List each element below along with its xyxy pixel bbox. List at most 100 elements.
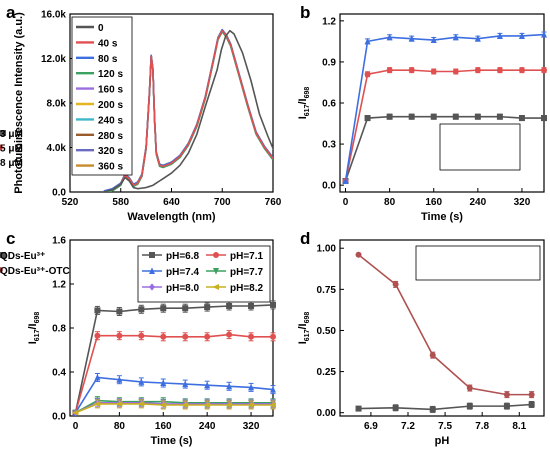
y-axis-label: Photoluminescence Intensity (a.u.) bbox=[13, 12, 25, 194]
series-2 bbox=[342, 30, 547, 185]
data-point bbox=[386, 113, 393, 120]
data-point bbox=[270, 386, 276, 393]
x-axis-label: pH bbox=[435, 435, 450, 447]
legend-entry: pH=7.4 bbox=[166, 267, 200, 278]
data-point bbox=[182, 305, 189, 312]
x-tick-label: 0 bbox=[73, 421, 79, 432]
data-point bbox=[528, 391, 535, 398]
data-point bbox=[226, 303, 233, 309]
series-0 bbox=[355, 400, 535, 413]
data-point bbox=[466, 403, 473, 410]
x-tick-label: 160 bbox=[155, 421, 172, 432]
data-point bbox=[94, 332, 101, 339]
legend-entry: 200 s bbox=[98, 100, 123, 111]
y-tick-label: 0.25 bbox=[317, 367, 337, 378]
legend-marker bbox=[213, 252, 219, 258]
data-point bbox=[452, 33, 459, 41]
data-point bbox=[137, 400, 145, 407]
data-point bbox=[518, 115, 525, 122]
data-point bbox=[430, 36, 437, 44]
data-point bbox=[204, 381, 211, 389]
legend-entry: pH=8.0 bbox=[166, 283, 200, 294]
series-line bbox=[344, 69, 544, 182]
spectra bbox=[103, 28, 273, 192]
data-point bbox=[116, 376, 123, 383]
legend-marker bbox=[149, 283, 155, 291]
series-1 bbox=[355, 251, 535, 399]
data-point bbox=[430, 113, 437, 120]
x-tick-label: 160 bbox=[425, 197, 442, 208]
data-point bbox=[71, 409, 79, 416]
data-point bbox=[429, 406, 436, 413]
data-point bbox=[269, 402, 276, 408]
y-tick-label: 4.0k bbox=[47, 143, 67, 154]
legend-box bbox=[415, 245, 541, 281]
series-1 bbox=[342, 67, 547, 185]
y-axis-label: I617/I698 bbox=[297, 312, 311, 345]
y-tick-label: 0.8 bbox=[52, 324, 66, 335]
legend-entry: 320 s bbox=[98, 146, 123, 157]
legend-entry: 120 s bbox=[98, 69, 123, 80]
legend-box bbox=[439, 123, 521, 171]
data-point bbox=[270, 333, 276, 340]
panel-a: 520 580 640 700 760 0.0 4.0k 8.0k 12.0k 16.0k Wave… bbox=[13, 10, 282, 224]
x-tick-label: 760 bbox=[265, 197, 282, 208]
series-line bbox=[74, 333, 273, 413]
panel-label-d: d bbox=[300, 229, 310, 248]
series-line bbox=[358, 403, 532, 411]
y-axis-label: I617/I698 bbox=[27, 312, 41, 345]
data-point bbox=[247, 402, 255, 408]
x-tick-label: 80 bbox=[384, 197, 396, 208]
data-point bbox=[248, 303, 255, 309]
legend-entry: 5 μM bbox=[0, 144, 23, 155]
x-tick-label: 8.1 bbox=[512, 421, 526, 432]
series-line bbox=[103, 29, 273, 192]
y-tick-label: 1.2 bbox=[322, 16, 336, 27]
series-line bbox=[75, 399, 273, 414]
series-line bbox=[358, 254, 532, 396]
data-point bbox=[181, 402, 189, 408]
data-point bbox=[408, 113, 415, 120]
x-tick-label: 240 bbox=[469, 197, 486, 208]
legend-entry: 3 μM bbox=[0, 129, 23, 140]
data-point bbox=[204, 333, 211, 340]
data-point bbox=[408, 67, 415, 74]
data-point bbox=[496, 113, 503, 120]
data-point bbox=[226, 382, 233, 390]
data-point bbox=[528, 401, 535, 408]
legend: QDs-Eu³⁺ QDs-Eu³⁺-OTC bbox=[0, 245, 541, 281]
y-tick-label: 0.75 bbox=[317, 285, 337, 296]
legend-entry: 240 s bbox=[98, 115, 123, 126]
data-point bbox=[392, 281, 399, 288]
y-axis-label: I617/I698 bbox=[297, 87, 311, 120]
y-tick-label: 12.0k bbox=[41, 54, 66, 65]
legend: pH=6.8 pH=7.1 pH=7.4 pH=7.7 pH=8.0 pH=8.2 bbox=[137, 245, 271, 303]
plot-frame bbox=[339, 239, 545, 417]
data-point bbox=[248, 383, 255, 391]
data-point bbox=[518, 32, 525, 39]
legend: 0 40 s 80 s 120 s 160 s 200 s 240 s 280 s 320 s 3… bbox=[71, 16, 133, 176]
data-point bbox=[94, 307, 101, 314]
series-line bbox=[344, 33, 545, 182]
x-axis-label: Wavelength (nm) bbox=[127, 211, 216, 223]
legend-entry: 0 bbox=[98, 23, 104, 34]
legend-entry: pH=7.1 bbox=[230, 251, 264, 262]
panel-c: 0 80 160 240 320 0.0 0.4 0.8 1.2 1.6 Time (s) I617/… bbox=[27, 236, 276, 447]
panel-label-b: b bbox=[300, 3, 310, 22]
series-line bbox=[344, 115, 544, 182]
data-point bbox=[182, 333, 189, 340]
data-point bbox=[94, 373, 101, 381]
data-point bbox=[138, 378, 145, 385]
data-point bbox=[355, 405, 362, 412]
data-point bbox=[392, 404, 399, 411]
legend-entry: 280 s bbox=[98, 131, 123, 142]
y-tick-label: 1.00 bbox=[317, 244, 337, 255]
legend-marker bbox=[0, 267, 3, 273]
data-point bbox=[466, 385, 473, 392]
data-point bbox=[160, 305, 167, 312]
panel-b: 0 80 160 240 320 0.0 0.3 0.6 0.9 1.2 Time (s) I617/… bbox=[0, 13, 547, 223]
data-point bbox=[115, 400, 123, 407]
legend-entry: pH=7.7 bbox=[230, 267, 264, 278]
panel-label-a: a bbox=[6, 3, 16, 22]
y-tick-label: 0.00 bbox=[317, 408, 337, 419]
